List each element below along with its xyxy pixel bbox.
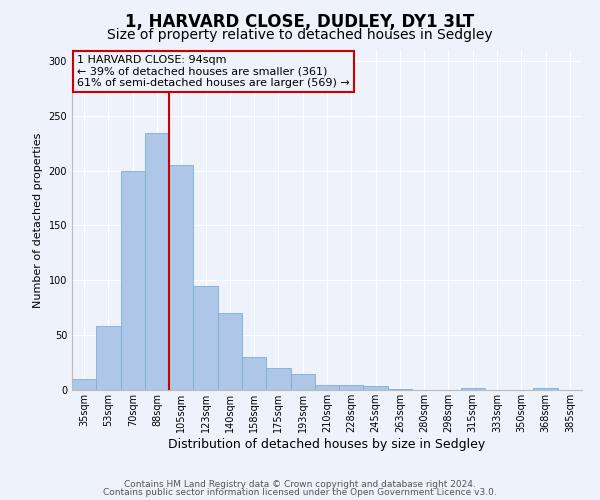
Bar <box>145 134 169 390</box>
Text: 1, HARVARD CLOSE, DUDLEY, DY1 3LT: 1, HARVARD CLOSE, DUDLEY, DY1 3LT <box>125 12 475 30</box>
Bar <box>315 384 339 390</box>
Text: 1 HARVARD CLOSE: 94sqm
← 39% of detached houses are smaller (361)
61% of semi-de: 1 HARVARD CLOSE: 94sqm ← 39% of detached… <box>77 55 350 88</box>
Bar <box>169 165 193 390</box>
Text: Contains HM Land Registry data © Crown copyright and database right 2024.: Contains HM Land Registry data © Crown c… <box>124 480 476 489</box>
Bar <box>218 313 242 390</box>
Bar <box>364 386 388 390</box>
Bar <box>96 326 121 390</box>
Bar <box>266 368 290 390</box>
Bar <box>339 384 364 390</box>
Bar <box>461 388 485 390</box>
Y-axis label: Number of detached properties: Number of detached properties <box>33 132 43 308</box>
Bar <box>388 389 412 390</box>
Bar <box>72 379 96 390</box>
Bar <box>533 388 558 390</box>
Bar <box>193 286 218 390</box>
Text: Contains public sector information licensed under the Open Government Licence v3: Contains public sector information licen… <box>103 488 497 497</box>
Bar <box>290 374 315 390</box>
Text: Size of property relative to detached houses in Sedgley: Size of property relative to detached ho… <box>107 28 493 42</box>
Bar <box>242 357 266 390</box>
Bar <box>121 170 145 390</box>
X-axis label: Distribution of detached houses by size in Sedgley: Distribution of detached houses by size … <box>169 438 485 450</box>
